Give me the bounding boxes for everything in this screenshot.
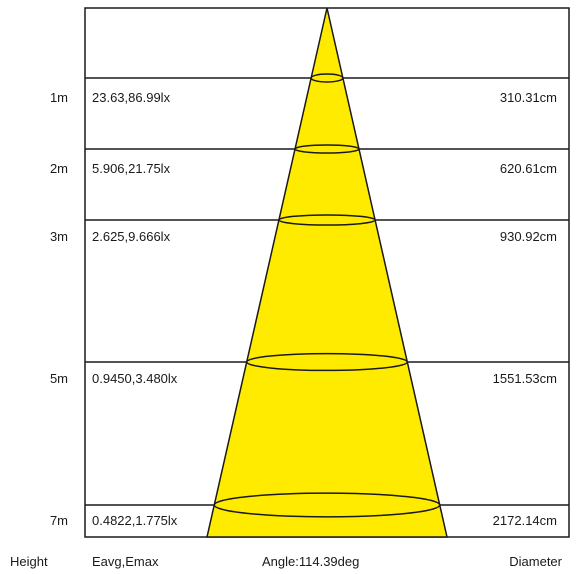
beam-cross-section-2m — [294, 144, 360, 154]
height-label-2m: 2m — [49, 161, 68, 176]
height-label-5m: 5m — [49, 371, 68, 386]
beam-angle-label: Angle:114.39deg — [262, 554, 360, 569]
illuminance-label-2m: 5.906,21.75lx — [92, 161, 171, 176]
diameter-label-3m: 930.92cm — [499, 229, 557, 244]
diameter-label-5m: 1551.53cm — [492, 371, 557, 386]
beam-cross-section-3m — [278, 214, 376, 226]
illuminance-label-1m: 23.63,86.99lx — [92, 90, 171, 105]
illuminance-column-label: Eavg,Emax — [92, 554, 159, 569]
beam-cross-section-7m — [213, 492, 441, 518]
diameter-label-1m: 310.31cm — [499, 90, 557, 105]
illuminance-label-7m: 0.4822,1.775lx — [92, 513, 178, 528]
beam-cross-section-1m — [310, 73, 344, 83]
diameter-column-label: Diameter — [509, 554, 562, 569]
height-label-7m: 7m — [49, 513, 68, 528]
illuminance-label-5m: 0.9450,3.480lx — [92, 371, 178, 386]
height-label-3m: 3m — [49, 229, 68, 244]
light-beam-cone — [206, 7, 448, 538]
beam-cross-section-5m — [245, 352, 409, 372]
diameter-label-2m: 620.61cm — [499, 161, 557, 176]
height-label-1m: 1m — [49, 90, 68, 105]
illuminance-label-3m: 2.625,9.666lx — [92, 229, 171, 244]
diameter-label-7m: 2172.14cm — [492, 513, 557, 528]
height-column-label: Height — [10, 554, 48, 569]
